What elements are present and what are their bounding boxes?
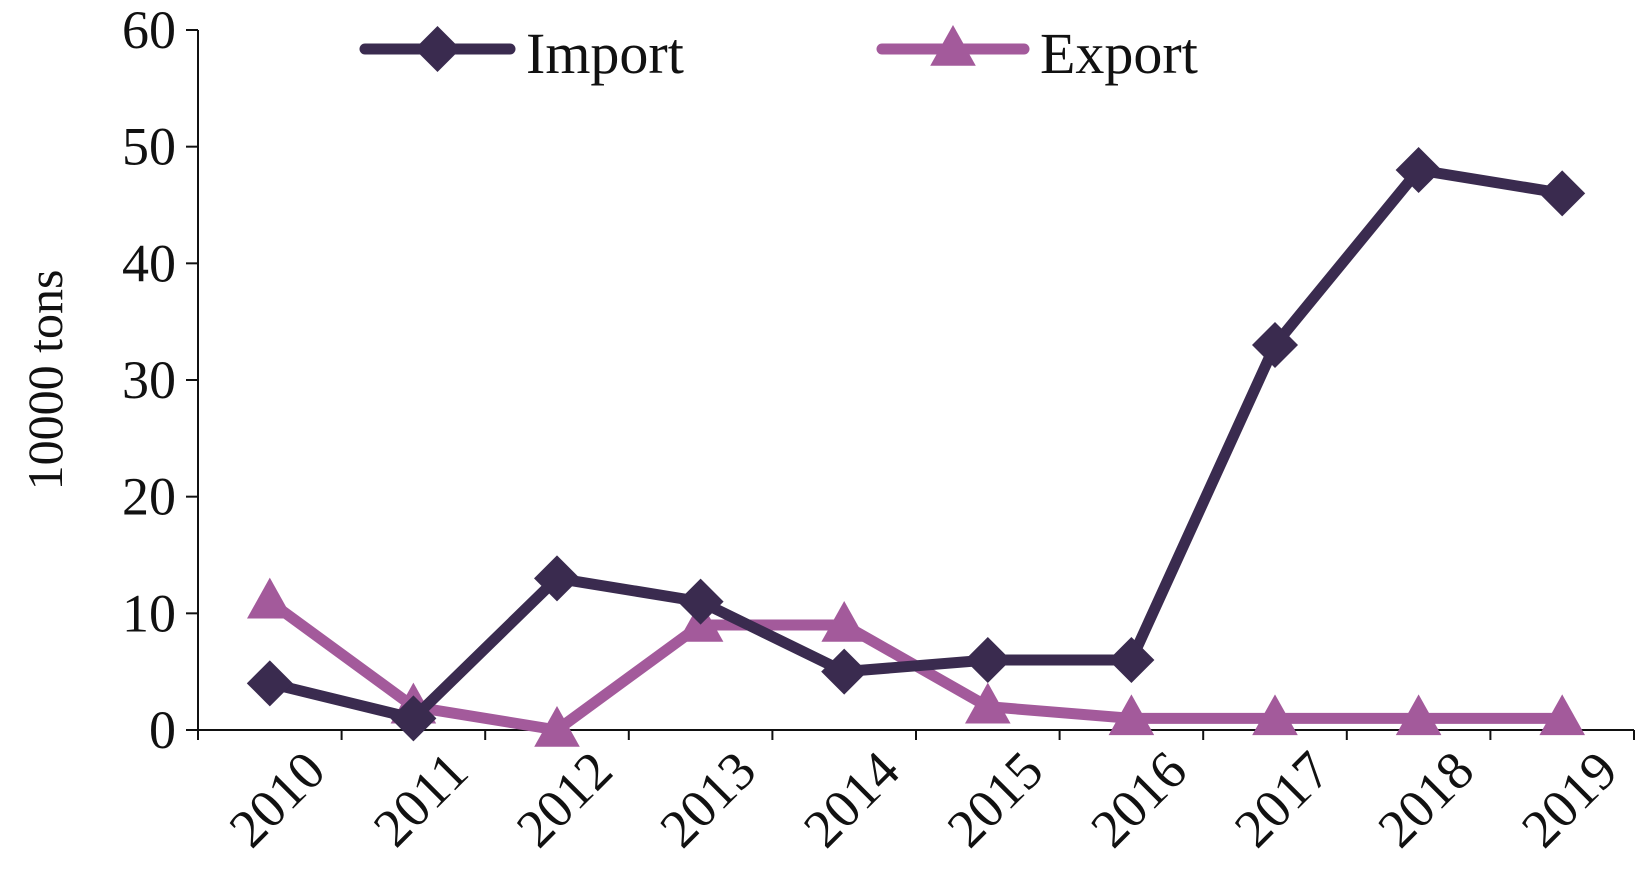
- legend-item-export: Export: [876, 21, 1198, 86]
- y-tick-label: 60: [122, 0, 176, 60]
- series-import: [246, 147, 1586, 742]
- data-point-import: [1539, 170, 1586, 217]
- data-point-import: [534, 555, 580, 602]
- data-point-import: [821, 648, 868, 695]
- data-point-export: [821, 601, 867, 642]
- data-point-import: [1395, 147, 1442, 193]
- data-point-export: [1395, 694, 1442, 736]
- data-point-import: [246, 660, 293, 707]
- x-tick-label: 2017: [1223, 740, 1342, 859]
- y-tick-label: 0: [149, 700, 176, 760]
- data-point-export: [1108, 694, 1155, 736]
- x-tick-label: 2011: [362, 741, 479, 858]
- x-tick-label: 2014: [792, 740, 911, 859]
- y-tick-label: 10: [122, 583, 176, 643]
- x-tick-label: 2019: [1510, 740, 1629, 859]
- y-tick-label: 30: [122, 350, 176, 410]
- data-point-export: [534, 706, 580, 747]
- y-tick-label: 40: [122, 233, 176, 293]
- data-point-import: [1108, 637, 1155, 683]
- y-tick-label: 50: [122, 117, 176, 177]
- legend-marker-export: [930, 25, 976, 66]
- x-tick-label: 2010: [218, 740, 337, 859]
- legend-label-import: Import: [526, 21, 684, 86]
- y-axis-title: 10000 tons: [17, 270, 73, 491]
- x-tick-label: 2012: [505, 740, 624, 859]
- data-point-export: [1252, 694, 1298, 736]
- data-point-export: [965, 682, 1011, 724]
- legend-label-export: Export: [1040, 21, 1198, 86]
- data-point-import: [677, 578, 724, 625]
- data-point-export: [247, 577, 293, 619]
- x-tick-label: 2016: [1079, 740, 1198, 859]
- series-line-import: [264, 164, 1568, 724]
- x-tick-label: 2015: [936, 740, 1055, 859]
- data-point-import: [390, 695, 437, 742]
- series-layer: [246, 147, 1586, 747]
- data-point-import: [964, 637, 1011, 683]
- data-point-import: [1252, 322, 1298, 368]
- data-point-export: [1539, 694, 1585, 736]
- legend: Import Export: [359, 21, 1198, 86]
- x-tick-label: 2018: [1366, 740, 1485, 859]
- y-tick-label: 20: [122, 467, 176, 527]
- x-ticks: 2010 2011 2012 2013 2014 2015 2016 2017 2018 2019: [197, 730, 1635, 859]
- legend-item-import: Import: [359, 21, 684, 86]
- x-tick-label: 2013: [648, 740, 767, 859]
- legend-marker-import: [414, 26, 461, 72]
- y-ticks: 0 10 20 30 40 50 60: [122, 0, 198, 760]
